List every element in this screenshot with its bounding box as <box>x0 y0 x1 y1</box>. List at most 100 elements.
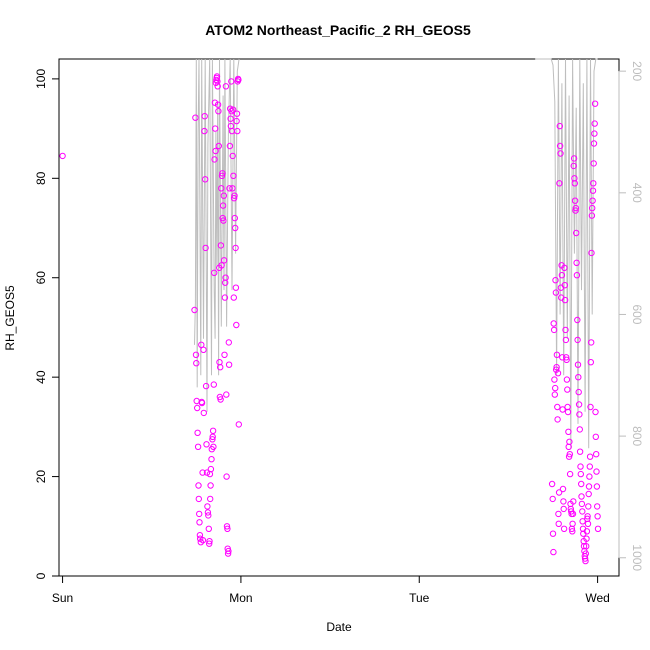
data-point <box>196 519 203 526</box>
data-point <box>594 503 601 510</box>
data-point <box>555 510 562 518</box>
data-point <box>577 463 584 470</box>
y2-tick-label: 600 <box>630 304 644 324</box>
data-point <box>570 162 577 170</box>
data-point <box>225 547 232 555</box>
data-point <box>233 117 240 125</box>
data-point <box>228 108 235 115</box>
data-point <box>223 523 231 530</box>
data-point <box>572 204 579 212</box>
data-point <box>573 259 580 266</box>
data-point <box>562 326 569 334</box>
data-point <box>593 483 601 490</box>
data-point <box>212 147 219 155</box>
y-tick-label: 40 <box>34 370 48 384</box>
data-point <box>193 360 200 367</box>
data-point <box>562 336 570 344</box>
y-tick-label: 100 <box>34 69 48 89</box>
data-point <box>584 520 592 527</box>
data-point <box>220 257 228 264</box>
data-point <box>589 197 596 204</box>
data-point <box>224 525 231 532</box>
data-point <box>589 187 597 194</box>
data-point <box>574 316 581 324</box>
data-point <box>572 207 579 214</box>
data-point <box>579 508 586 515</box>
data-point <box>215 142 223 150</box>
data-point <box>204 503 211 510</box>
data-point <box>591 120 598 127</box>
data-point <box>576 426 583 433</box>
data-point <box>585 483 593 490</box>
data-point <box>217 364 224 371</box>
data-point <box>551 376 558 383</box>
data-point <box>209 433 216 440</box>
data-point <box>223 473 230 480</box>
y2-tick-label: 400 <box>630 183 644 203</box>
data-point <box>592 433 599 440</box>
data-point <box>556 180 563 187</box>
data-point <box>199 469 206 476</box>
data-point <box>229 152 236 160</box>
data-point <box>560 525 568 532</box>
data-point <box>231 192 238 199</box>
data-point <box>218 262 225 269</box>
data-point <box>205 512 212 519</box>
data-point <box>591 100 599 107</box>
data-point <box>578 500 586 508</box>
data-point <box>210 443 217 450</box>
data-point <box>592 408 599 416</box>
data-point <box>191 306 198 314</box>
data-point <box>551 391 558 398</box>
data-point <box>569 528 576 535</box>
data-point <box>574 336 581 344</box>
data-point <box>587 403 594 411</box>
data-point <box>594 513 601 520</box>
data-point <box>220 217 227 224</box>
data-point <box>198 399 206 407</box>
data-point <box>560 498 567 505</box>
data-point <box>217 396 224 403</box>
data-point <box>229 185 236 192</box>
data-point <box>563 354 570 361</box>
data-point <box>218 172 226 180</box>
data-point <box>564 386 571 393</box>
data-point <box>232 244 239 252</box>
data-point <box>553 351 561 358</box>
data-point <box>586 473 593 480</box>
data-point <box>583 528 591 535</box>
data-point <box>553 366 560 373</box>
data-point <box>554 403 561 411</box>
data-point <box>584 513 591 520</box>
data-point <box>578 480 585 488</box>
data-point <box>192 351 200 358</box>
data-point <box>201 127 208 135</box>
y2-tick-label: 1000 <box>630 544 644 571</box>
data-point <box>590 160 597 167</box>
data-point <box>195 482 202 489</box>
data-point <box>591 130 598 137</box>
data-point <box>194 443 202 450</box>
data-point <box>201 113 208 120</box>
y2-tick-label: 200 <box>630 61 644 81</box>
data-point <box>554 370 562 377</box>
data-point <box>566 438 573 445</box>
data-point <box>593 468 600 475</box>
x-tick-label: Mon <box>229 591 252 605</box>
data-point <box>205 525 213 532</box>
data-point <box>590 180 597 187</box>
data-point <box>583 543 590 550</box>
data-point <box>202 382 210 390</box>
data-point <box>590 140 598 147</box>
data-point <box>222 274 229 281</box>
data-point <box>204 509 212 516</box>
data-point <box>588 249 595 257</box>
data-point <box>576 411 583 418</box>
data-point <box>207 482 214 489</box>
data-point <box>222 83 230 90</box>
data-point <box>230 195 238 202</box>
secondary-y-axis: 200 400 600 800 1000 <box>618 61 644 571</box>
data-point <box>210 381 218 388</box>
data-point <box>230 294 238 301</box>
data-point <box>585 503 592 510</box>
